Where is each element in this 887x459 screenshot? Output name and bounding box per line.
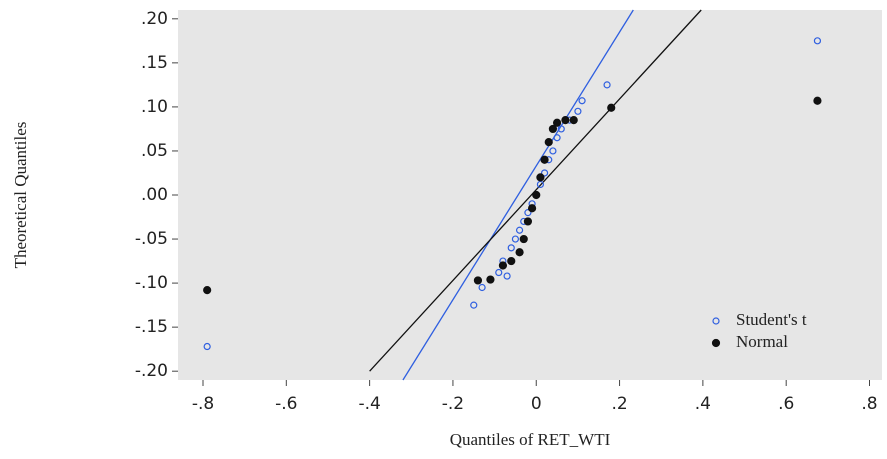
point [203, 342, 211, 351]
point [527, 204, 537, 213]
x-tick-label: .6 [778, 394, 794, 414]
y-tick-label: -.20 [135, 361, 168, 381]
point [473, 276, 483, 285]
y-tick-label: -.05 [135, 229, 168, 249]
plot-area [178, 10, 882, 380]
point [813, 96, 822, 105]
reference-line [402, 9, 634, 381]
x-tick-label: -.6 [275, 394, 297, 414]
legend-marker [711, 338, 721, 348]
x-tick-label: -.2 [442, 394, 464, 414]
point [478, 283, 486, 292]
legend-label: Normal [736, 332, 788, 351]
legend-marker [712, 317, 720, 325]
point [498, 261, 508, 270]
point [540, 155, 549, 164]
x-tick-label: -.8 [192, 394, 214, 414]
x-tick-label: .8 [861, 394, 877, 414]
point [532, 190, 541, 200]
point [578, 97, 586, 105]
y-tick-label: -.10 [135, 273, 168, 293]
legend-label: Student's t [736, 310, 807, 329]
y-tick-label: .15 [141, 53, 168, 73]
point [607, 103, 616, 112]
point [540, 169, 549, 177]
point [574, 107, 582, 115]
x-tick-label: -.4 [358, 394, 380, 414]
x-tick-label: .2 [611, 394, 627, 414]
point [507, 256, 516, 266]
point [503, 272, 511, 280]
point [569, 116, 578, 125]
point [536, 173, 545, 182]
point [519, 234, 528, 244]
point [552, 118, 562, 127]
y-axis-label: Theoretical Quantiles [11, 122, 30, 269]
reference-line [369, 9, 702, 372]
point [549, 147, 557, 155]
point [486, 275, 495, 284]
x-tick-label: .4 [695, 394, 711, 414]
point [203, 286, 212, 295]
point [511, 235, 520, 243]
point [544, 138, 553, 147]
point [507, 244, 515, 252]
point [813, 37, 822, 45]
point [603, 81, 611, 89]
y-tick-label: .05 [141, 141, 168, 161]
point [553, 134, 561, 142]
point [515, 248, 524, 257]
point [557, 125, 565, 133]
y-tick-label: -.15 [135, 317, 168, 337]
point [515, 226, 524, 234]
point [495, 268, 503, 277]
point [523, 217, 533, 226]
point [548, 124, 558, 134]
y-tick-label: .00 [141, 185, 168, 205]
x-axis-label: Quantiles of RET_WTI [450, 430, 611, 449]
point [561, 116, 570, 125]
x-tick-label: 0 [531, 394, 542, 414]
point [524, 209, 532, 217]
point [470, 301, 478, 309]
y-tick-label: .10 [141, 97, 168, 117]
y-tick-label: .20 [141, 9, 168, 29]
